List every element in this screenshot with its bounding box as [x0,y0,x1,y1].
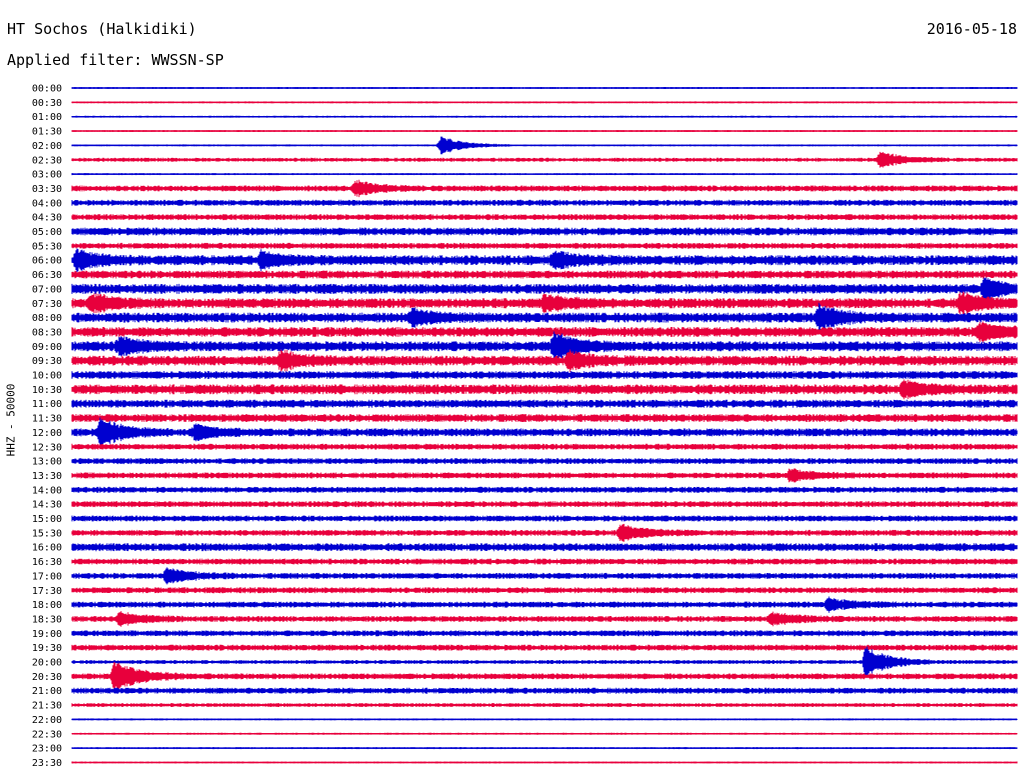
recording-date: 2016-05-18 [926,20,1017,38]
row-time-label: 16:30 [32,557,62,568]
row-time-label: 16:00 [32,543,62,554]
row-time-label: 11:30 [32,414,62,425]
row-time-label: 12:30 [32,442,62,453]
row-time-label: 06:00 [32,256,62,267]
row-time-label: 21:30 [32,701,62,712]
row-time-label: 08:00 [32,313,62,324]
row-time-label: 20:30 [32,672,62,683]
row-time-label: 04:30 [32,213,62,224]
row-time-label: 01:30 [32,127,62,138]
row-time-label: 22:30 [32,729,62,740]
row-time-label: 20:00 [32,658,62,669]
row-time-label: 13:00 [32,457,62,468]
row-time-label: 14:00 [32,485,62,496]
row-time-label: 17:00 [32,571,62,582]
row-time-label: 18:00 [32,600,62,611]
row-time-label: 08:30 [32,327,62,338]
row-time-label: 07:30 [32,299,62,310]
row-time-label: 10:30 [32,385,62,396]
row-time-label: 22:00 [32,715,62,726]
row-time-label: 17:30 [32,586,62,597]
row-time-label: 00:30 [32,98,62,109]
filter-label: Applied filter: WWSSN-SP [7,51,224,69]
row-time-label: 23:00 [32,744,62,755]
row-time-label: 12:00 [32,428,62,439]
row-time-label: 10:00 [32,371,62,382]
row-time-label: 06:30 [32,270,62,281]
row-time-label: 03:00 [32,170,62,181]
row-time-label: 07:00 [32,284,62,295]
row-time-label: 14:30 [32,500,62,511]
row-time-label: 19:30 [32,643,62,654]
row-time-label: 15:00 [32,514,62,525]
row-time-label: 18:30 [32,614,62,625]
row-time-label: 02:30 [32,155,62,166]
row-time-label: 05:30 [32,241,62,252]
row-time-label: 21:00 [32,686,62,697]
row-time-label: 23:30 [32,758,62,769]
row-time-label: 13:30 [32,471,62,482]
row-time-label: 09:30 [32,356,62,367]
row-time-label: 09:00 [32,342,62,353]
row-time-label: 03:30 [32,184,62,195]
row-time-label: 19:00 [32,629,62,640]
row-time-label: 02:00 [32,141,62,152]
row-time-label: 05:00 [32,227,62,238]
row-time-label: 01:00 [32,112,62,123]
row-time-label: 11:00 [32,399,62,410]
row-time-label: 00:00 [32,84,62,95]
row-time-label: 04:00 [32,198,62,209]
row-time-label: 15:30 [32,528,62,539]
station-title: HT Sochos (Halkidiki) [7,20,197,38]
